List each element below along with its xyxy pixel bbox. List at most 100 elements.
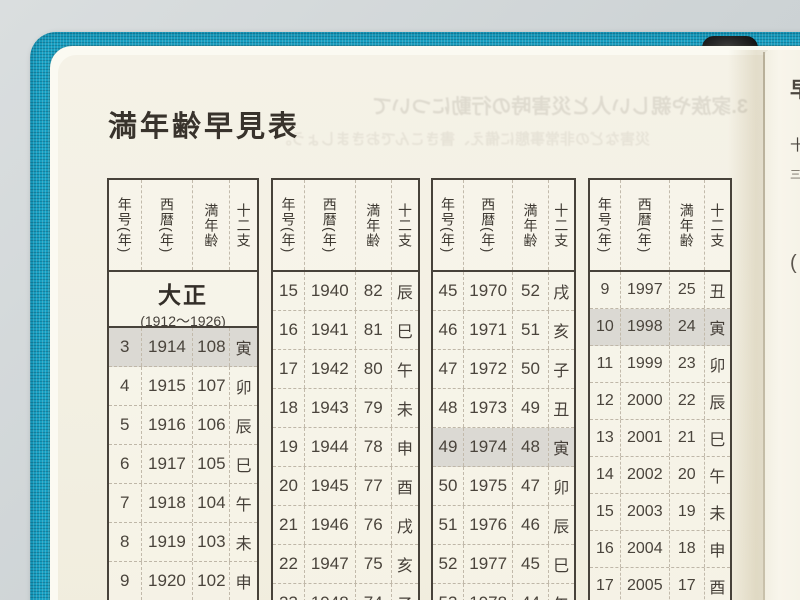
cell-eto: 未 (396, 402, 413, 419)
cell-age: 82 (356, 272, 392, 310)
table-header-row: 年号(年) 西暦(年) 満年齢 十二支 (433, 180, 574, 272)
cell-nengo: 17 (590, 568, 621, 600)
cell-year: 1975 (464, 467, 514, 505)
cell-eto: 戌 (553, 285, 570, 302)
table-row: 19 1944 78 申 (273, 428, 418, 467)
cell-age: 48 (513, 428, 549, 466)
cell-eto: 巳 (709, 432, 726, 449)
cell-year: 2003 (621, 494, 670, 530)
cell-age: 105 (193, 445, 231, 483)
cell-nengo: 52 (433, 545, 465, 583)
column-header: 年号(年) (273, 180, 305, 270)
cell-year: 1998 (621, 309, 670, 345)
cell-nengo: 51 (433, 506, 465, 544)
table-body: 45 1970 52 戌 46 1971 51 亥 47 1972 50 子 48 1973 49 丑 49 19… (433, 272, 574, 600)
cell-eto: 卯 (235, 380, 252, 397)
cell-eto: 子 (392, 584, 418, 600)
cell-nengo: 14 (590, 457, 621, 493)
table-row: 4 1915 107 卯 (109, 367, 257, 406)
cell-eto: 巳 (553, 558, 570, 575)
cell-year: 1978 (464, 584, 514, 600)
cell-age: 21 (670, 420, 705, 456)
cell-year: 1948 (305, 584, 356, 600)
cell-nengo: 6 (109, 445, 142, 483)
cell-year: 1917 (142, 445, 194, 483)
cell-year: 1970 (464, 272, 514, 310)
column-header: 十二支 (553, 202, 570, 248)
cell-age: 18 (670, 531, 705, 567)
cell-eto: 卯 (553, 480, 570, 497)
cell-age: 46 (513, 506, 549, 544)
cell-eto: 午 (709, 469, 726, 486)
cell-nengo: 15 (273, 272, 305, 310)
cell-nengo: 9 (109, 562, 142, 600)
table-row: 15 2003 19 未 (590, 494, 730, 531)
cell-eto: 巳 (396, 324, 413, 341)
table-row: 48 1973 49 丑 (433, 389, 574, 428)
cell-age: 106 (193, 406, 231, 444)
cell-age: 75 (356, 545, 392, 583)
table-row: 45 1970 52 戌 (433, 272, 574, 311)
cell-nengo: 16 (590, 531, 621, 567)
table-row: 3 1914 108 寅 (109, 328, 257, 367)
cell-year: 1919 (142, 523, 194, 561)
page-title: 満年齢早見表 (108, 111, 301, 144)
cell-age: 76 (356, 506, 392, 544)
clipped-glyph-fragment: ( (790, 252, 797, 274)
cell-age: 47 (513, 467, 549, 505)
cell-nengo: 5 (109, 406, 142, 444)
table-row: 10 1998 24 寅 (590, 309, 730, 346)
cell-eto: 子 (553, 363, 570, 380)
cell-age: 52 (513, 272, 549, 310)
bleedthrough-text-line1: 3.家族や親しい人と災害時の行動について (371, 96, 748, 118)
cell-eto: 申 (396, 441, 413, 458)
table-row: 20 1945 77 酉 (273, 467, 418, 506)
facing-page-clipped-text: 早十三 ( (786, 0, 800, 600)
cell-nengo: 3 (109, 328, 142, 366)
table-body: 3 1914 108 寅 4 1915 107 卯 5 1916 106 辰 6 1917 105 巳 7 191… (109, 328, 257, 600)
cell-nengo: 13 (590, 420, 621, 456)
column-header: 満年齢 (356, 180, 392, 270)
cell-eto: 申 (235, 575, 252, 592)
cell-year: 1942 (305, 350, 356, 388)
cell-year: 2005 (621, 568, 670, 600)
cell-age: 51 (513, 311, 549, 349)
cell-age: 49 (513, 389, 549, 427)
cell-nengo: 45 (433, 272, 465, 310)
cell-eto: 寅 (553, 441, 570, 458)
table-row: 7 1918 104 午 (109, 484, 257, 523)
cell-year: 1947 (305, 545, 356, 583)
cell-year: 1999 (621, 346, 670, 382)
column-header: 西暦(年) (142, 180, 194, 270)
cell-year: 1915 (142, 367, 194, 405)
cell-year: 1974 (464, 428, 514, 466)
cell-age: 45 (513, 545, 549, 583)
table-row: 16 1941 81 巳 (273, 311, 418, 350)
cell-year: 1944 (305, 428, 356, 466)
cell-year: 1977 (464, 545, 514, 583)
table-row: 51 1976 46 辰 (433, 506, 574, 545)
column-header: 十二支 (396, 202, 413, 248)
cell-eto: 巳 (235, 458, 252, 475)
cell-eto: 寅 (709, 321, 726, 338)
gutter-crease-line (763, 52, 765, 600)
cell-age: 104 (193, 484, 231, 522)
table-row: 16 2004 18 申 (590, 531, 730, 568)
cell-nengo: 4 (109, 367, 142, 405)
table-row: 14 2002 20 午 (590, 457, 730, 494)
cell-year: 1918 (142, 484, 194, 522)
table-row: 50 1975 47 卯 (433, 467, 574, 506)
facing-page-edge (765, 50, 800, 600)
cell-age: 79 (356, 389, 392, 427)
cell-year: 1972 (464, 350, 514, 388)
table-header-row: 年号(年) 西暦(年) 満年齢 十二支 (109, 180, 257, 272)
cell-year: 1914 (142, 328, 194, 366)
cell-age: 23 (670, 346, 705, 382)
age-table-heisei-1990s: 年号(年) 西暦(年) 満年齢 十二支 9 1997 25 丑 10 1998 24 寅 11 1999 2… (588, 178, 732, 600)
cell-age: 102 (193, 562, 231, 600)
cell-eto: 寅 (235, 341, 252, 358)
table-row: 8 1919 103 未 (109, 523, 257, 562)
cell-age: 78 (356, 428, 392, 466)
cell-age: 19 (670, 494, 705, 530)
